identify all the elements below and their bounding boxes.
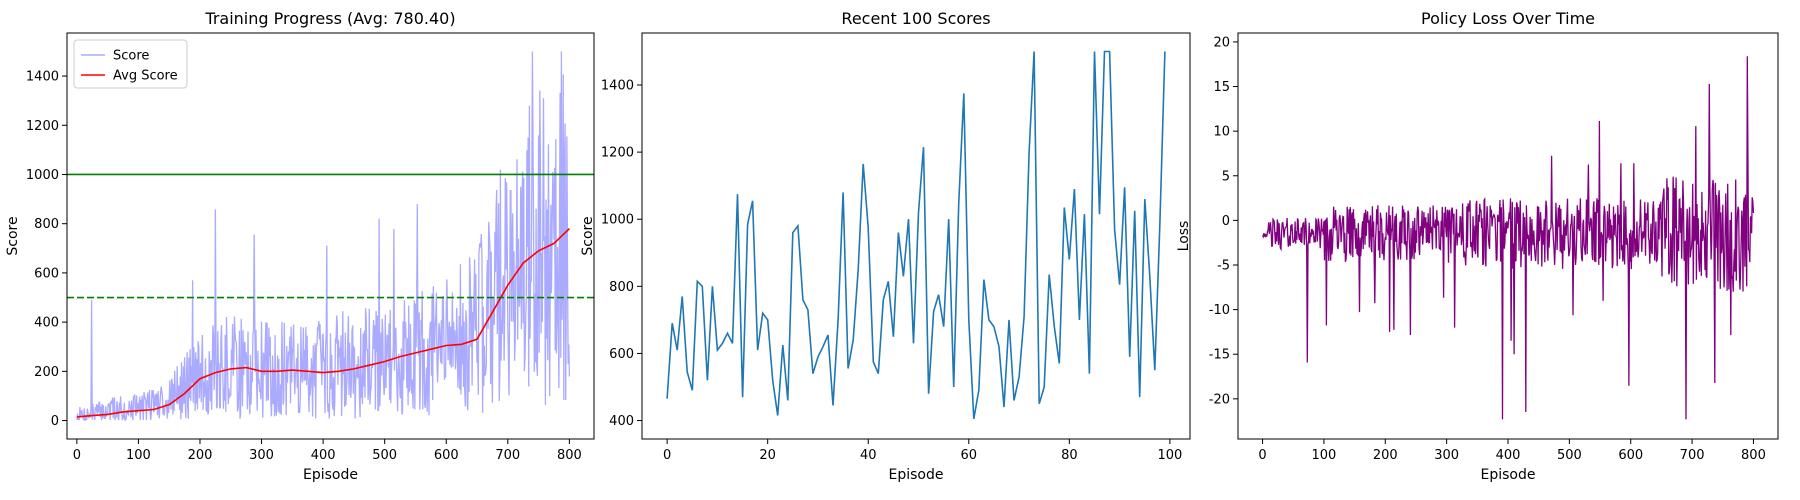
x-axis-label: Episode <box>303 467 358 483</box>
chart-title: Training Progress (Avg: 780.40) <box>204 9 455 28</box>
x-tick-label: 100 <box>126 448 151 463</box>
x-tick-label: 200 <box>188 448 213 463</box>
y-tick-label: 600 <box>34 266 59 281</box>
x-tick-label: 800 <box>1741 448 1766 463</box>
x-tick-label: 400 <box>1496 448 1521 463</box>
y-tick-label: 10 <box>1213 125 1230 140</box>
axes-frame <box>66 32 595 440</box>
plot-area <box>67 51 594 421</box>
series-recent-scores-line <box>666 50 1166 420</box>
panel-training-progress: Training Progress (Avg: 780.40) 0 100 200 30… <box>5 9 595 483</box>
chart-title: Policy Loss Over Time <box>1421 9 1595 28</box>
y-tick-label: 15 <box>1213 80 1230 95</box>
series-score-line <box>76 51 571 421</box>
x-tick-label: 500 <box>1557 448 1582 463</box>
x-tick-label: 20 <box>759 448 776 463</box>
y-axis-label: Score <box>580 216 596 255</box>
y-tick-label: 1400 <box>26 70 59 85</box>
legend-box <box>73 39 188 89</box>
y-tick-label: 800 <box>34 217 59 232</box>
y-tick-label: 1200 <box>601 146 634 161</box>
x-tick-label: 500 <box>372 448 397 463</box>
legend: Score Avg Score <box>73 39 188 89</box>
y-tick-label: -10 <box>1209 303 1230 318</box>
y-tick-label: 0 <box>51 414 59 429</box>
x-tick-label: 40 <box>860 448 877 463</box>
y-tick-label: 5 <box>1222 169 1230 184</box>
x-tick-label: 300 <box>249 448 274 463</box>
x-tick-label: 300 <box>1434 448 1459 463</box>
series-policy-loss-line <box>1261 56 1755 420</box>
x-tick-label: 100 <box>1311 448 1336 463</box>
x-tick-label: 0 <box>1258 448 1266 463</box>
panel-recent-scores: Recent 100 Scores 0 20 40 60 80 100 400 600 800 10… <box>580 9 1191 483</box>
y-tick-label: 400 <box>609 414 634 429</box>
plot-area <box>666 50 1166 420</box>
x-tick-label: 0 <box>73 448 81 463</box>
y-tick-label: 600 <box>609 347 634 362</box>
y-tick-label: 1000 <box>26 168 59 183</box>
legend-entry: Score <box>113 49 149 64</box>
x-tick-label: 600 <box>434 448 459 463</box>
y-axis-label: Score <box>5 216 21 255</box>
plot-area <box>1261 56 1755 420</box>
y-tick-label: -5 <box>1217 259 1230 274</box>
y-tick-label: 1000 <box>601 213 634 228</box>
y-tick-label: -20 <box>1209 392 1230 407</box>
x-tick-label: 400 <box>311 448 336 463</box>
series-avg-score-line <box>76 228 570 418</box>
y-tick-label: 1200 <box>26 119 59 134</box>
y-tick-label: -15 <box>1209 348 1230 363</box>
y-tick-label: 20 <box>1213 35 1230 50</box>
x-tick-label: 80 <box>1061 448 1078 463</box>
y-tick-label: 1400 <box>601 79 634 94</box>
x-tick-label: 200 <box>1373 448 1398 463</box>
x-tick-label: 700 <box>1680 448 1705 463</box>
y-tick-label: 400 <box>34 316 59 331</box>
legend-entry: Avg Score <box>113 69 178 84</box>
x-tick-label: 600 <box>1618 448 1643 463</box>
x-tick-label: 60 <box>961 448 978 463</box>
x-axis-label: Episode <box>1481 467 1536 483</box>
y-tick-label: 200 <box>34 365 59 380</box>
x-axis-label: Episode <box>889 467 944 483</box>
x-tick-label: 100 <box>1157 448 1182 463</box>
y-tick-label: 0 <box>1222 214 1230 229</box>
axes-frame <box>641 32 1191 440</box>
y-axis-label: Loss <box>1176 221 1192 252</box>
x-tick-label: 700 <box>495 448 520 463</box>
x-tick-label: 800 <box>557 448 582 463</box>
y-tick-label: 800 <box>609 280 634 295</box>
chart-title: Recent 100 Scores <box>841 9 990 28</box>
x-tick-label: 0 <box>663 448 671 463</box>
axes-frame <box>1237 32 1779 440</box>
